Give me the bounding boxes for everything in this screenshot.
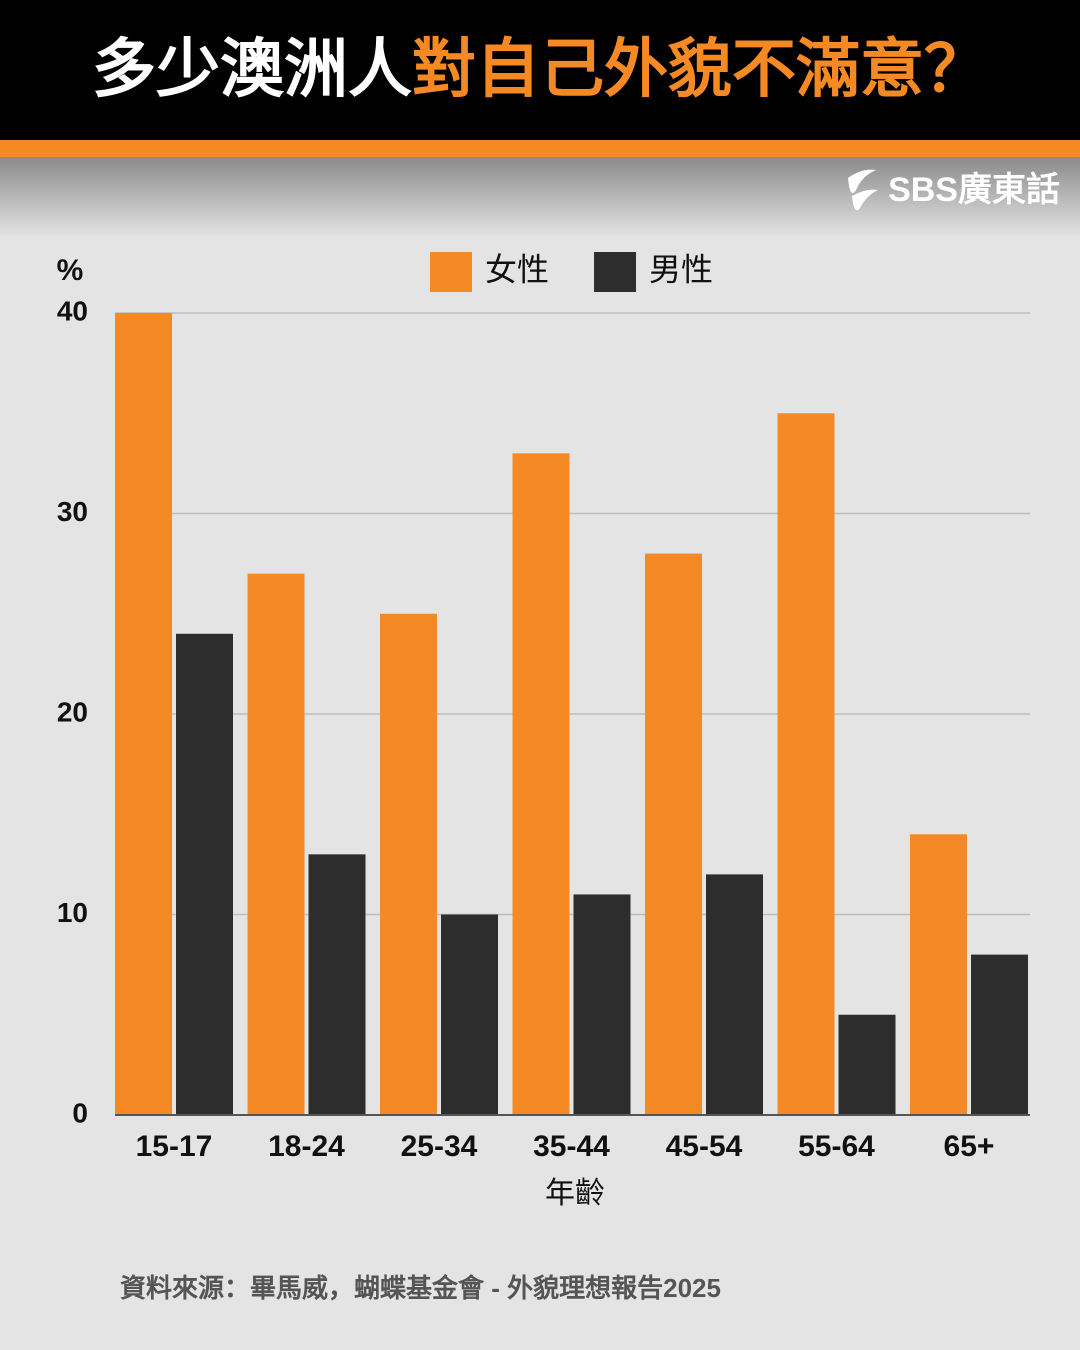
legend-label: 女性: [485, 251, 549, 287]
title-part: 多少澳洲人: [92, 33, 412, 105]
bar: [706, 874, 763, 1115]
bar: [115, 313, 172, 1115]
bar: [176, 633, 233, 1115]
bar: [838, 1014, 896, 1115]
x-tick-label: 55-64: [798, 1130, 875, 1163]
bar: [777, 413, 835, 1115]
logo-mark: [848, 169, 878, 211]
title-bar: [0, 0, 1080, 140]
y-axis-label: %: [57, 254, 84, 287]
title-strip: [0, 140, 1080, 157]
x-tick-label: 25-34: [401, 1130, 478, 1163]
bar: [971, 954, 1028, 1115]
legend-swatch: [594, 252, 637, 292]
bar: [645, 553, 702, 1115]
chart-title: 多少澳洲人對自己外貌不滿意？: [92, 33, 988, 105]
bar: [308, 854, 366, 1115]
bar: [910, 834, 967, 1115]
bar: [512, 453, 570, 1116]
title-part: 對自己外貌不滿意？: [412, 33, 988, 105]
y-tick-label: 40: [57, 295, 88, 326]
legend-label: 男性: [649, 251, 713, 287]
brand: SBS廣東話: [888, 171, 1060, 209]
x-tick-label: 35-44: [533, 1130, 610, 1163]
header-shade: [0, 157, 1080, 237]
x-tick-label: 65+: [944, 1130, 995, 1163]
bar: [380, 613, 437, 1115]
y-tick-label: 0: [72, 1097, 88, 1128]
bar: [573, 894, 631, 1115]
x-axis-label: 年齡: [545, 1177, 605, 1210]
y-tick-label: 10: [57, 897, 88, 928]
legend-swatch: [430, 252, 472, 292]
x-tick-label: 18-24: [268, 1130, 345, 1163]
x-tick-label: 15-17: [136, 1130, 213, 1163]
y-tick-label: 20: [57, 696, 88, 727]
x-tick-label: 45-54: [666, 1130, 743, 1163]
bar: [247, 573, 305, 1115]
y-tick-label: 30: [57, 496, 88, 527]
bar: [441, 914, 498, 1115]
source: 資料來源：畢馬威，蝴蝶基金會 - 外貌理想報告2025: [120, 1273, 721, 1303]
brand-logo: SBS廣東話: [848, 169, 1060, 211]
